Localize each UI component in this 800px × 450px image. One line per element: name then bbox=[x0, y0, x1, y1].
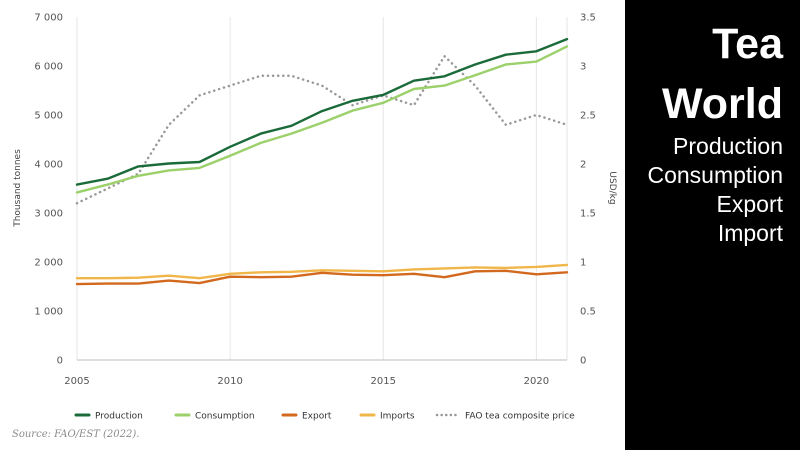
y2-tick-label: 3.5 bbox=[580, 13, 596, 24]
legend-label: Production bbox=[95, 412, 143, 422]
y-tick-label: 4 000 bbox=[34, 160, 63, 171]
legend-label: Export bbox=[302, 412, 332, 422]
legend-label: Consumption bbox=[195, 412, 255, 422]
y2-tick-label: 0.5 bbox=[580, 307, 596, 318]
series-line-imports bbox=[75, 263, 569, 280]
y2-tick-label: 1 bbox=[580, 258, 586, 269]
y2-tick-label: 2 bbox=[580, 160, 586, 171]
x-axis-ticks: 2005 2010 2015 2020 bbox=[64, 376, 549, 387]
y2-tick-label: 2.5 bbox=[580, 111, 596, 122]
series-line-consumption bbox=[75, 45, 569, 194]
x-tick-label: 2015 bbox=[371, 376, 396, 387]
tea-chart: 0 1 000 2 000 3 000 4 000 5 000 6 000 7 000 0 0.… bbox=[13, 13, 617, 422]
right-axis-ticks: 0 0.5 1 1.5 2 2.5 3 3.5 bbox=[580, 13, 596, 367]
y-tick-label: 1 000 bbox=[34, 307, 63, 318]
y-tick-label: 5 000 bbox=[34, 111, 63, 122]
x-tick-label: 2005 bbox=[64, 376, 89, 387]
y2-tick-label: 3 bbox=[580, 62, 586, 73]
y2-tick-label: 1.5 bbox=[580, 209, 596, 220]
series-layer bbox=[75, 37, 569, 286]
grid-lines bbox=[76, 17, 568, 360]
y-axis-title: Thousand tonnes bbox=[13, 149, 23, 228]
panel-item-consumption: Consumption bbox=[647, 162, 783, 188]
y-tick-label: 7 000 bbox=[34, 13, 63, 24]
series-line-production bbox=[75, 37, 569, 186]
legend-label: FAO tea composite price bbox=[465, 412, 575, 422]
series-line-fao-tea-composite-price bbox=[75, 54, 569, 205]
y2-axis-title: USD/kg bbox=[607, 171, 617, 204]
panel-title-tea: Tea bbox=[712, 20, 783, 68]
left-axis-ticks: 0 1 000 2 000 3 000 4 000 5 000 6 000 7 000 bbox=[34, 13, 63, 367]
y-tick-label: 2 000 bbox=[34, 258, 63, 269]
y-tick-label: 0 bbox=[57, 356, 63, 367]
legend-label: Imports bbox=[380, 412, 415, 422]
panel-item-export: Export bbox=[716, 191, 783, 217]
x-tick-label: 2010 bbox=[217, 376, 242, 387]
source-note: Source: FAO/EST (2022). bbox=[12, 429, 140, 440]
series-line-export bbox=[75, 269, 569, 286]
legend: Production Consumption Export Imports FAO te… bbox=[74, 412, 575, 422]
panel-item-import: Import bbox=[717, 220, 783, 246]
title-panel: Tea World Production Consumption Export … bbox=[625, 0, 800, 450]
panel-item-production: Production bbox=[673, 133, 783, 159]
y2-tick-label: 0 bbox=[580, 356, 586, 367]
x-tick-label: 2020 bbox=[524, 376, 549, 387]
panel-title-world: World bbox=[661, 80, 783, 128]
y-tick-label: 3 000 bbox=[34, 209, 63, 220]
y-tick-label: 6 000 bbox=[34, 62, 63, 73]
